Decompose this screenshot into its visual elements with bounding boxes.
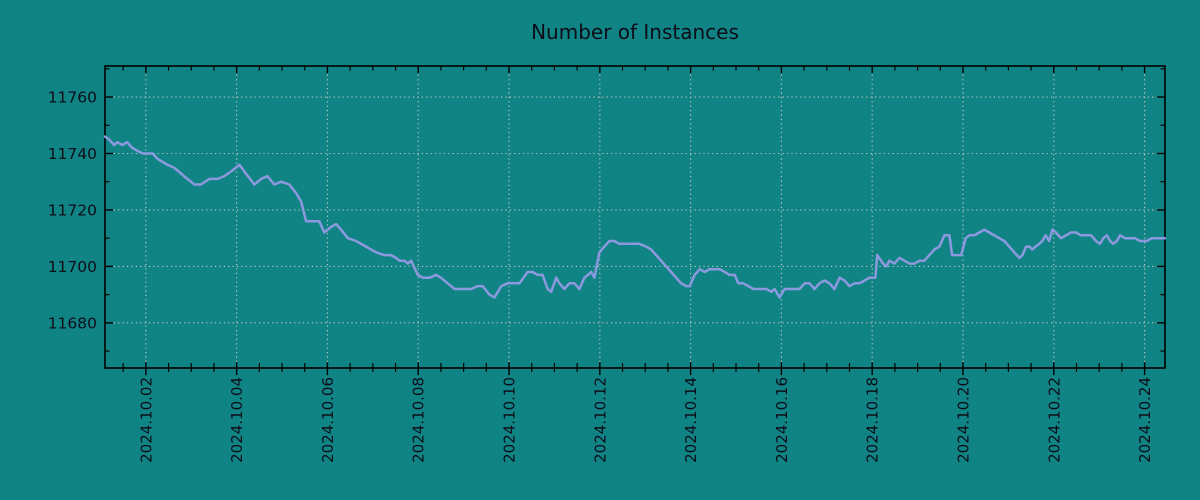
y-axis-tick-label: 11760: [48, 89, 97, 107]
x-axis-tick-label: 2024.10.08: [410, 377, 428, 463]
chart-title: Number of Instances: [531, 20, 739, 44]
x-axis-tick-label: 2024.10.10: [501, 377, 519, 463]
x-axis-tick-labels: 2024.10.02 2024.10.04 2024.10.06 2024.10.08…: [137, 377, 1154, 463]
x-axis-tick-label: 2024.10.24: [1136, 377, 1154, 463]
x-axis-tick-label: 2024.10.06: [319, 377, 337, 463]
y-axis-tick-labels: 11680 11700 11720 11740 11760: [48, 89, 97, 333]
x-axis-tick-label: 2024.10.16: [773, 377, 791, 463]
gridlines: [105, 66, 1165, 368]
x-axis-tick-label: 2024.10.12: [591, 377, 609, 463]
x-axis-tick-label: 2024.10.22: [1045, 377, 1063, 463]
x-axis-tick-label: 2024.10.14: [682, 377, 700, 463]
x-axis-tick-label: 2024.10.18: [864, 377, 882, 463]
y-axis-tick-label: 11720: [48, 201, 97, 219]
axis-ticks: [105, 66, 1165, 375]
x-axis-tick-label: 2024.10.20: [954, 377, 972, 463]
y-axis-tick-label: 11700: [48, 258, 97, 276]
x-axis-tick-label: 2024.10.02: [137, 377, 155, 463]
plot-frame: [104, 65, 1166, 369]
x-axis-tick-label: 2024.10.04: [228, 377, 246, 463]
y-axis-tick-label: 11680: [48, 314, 97, 332]
y-axis-tick-label: 11740: [48, 145, 97, 163]
data-line-instances: [103, 135, 1167, 299]
